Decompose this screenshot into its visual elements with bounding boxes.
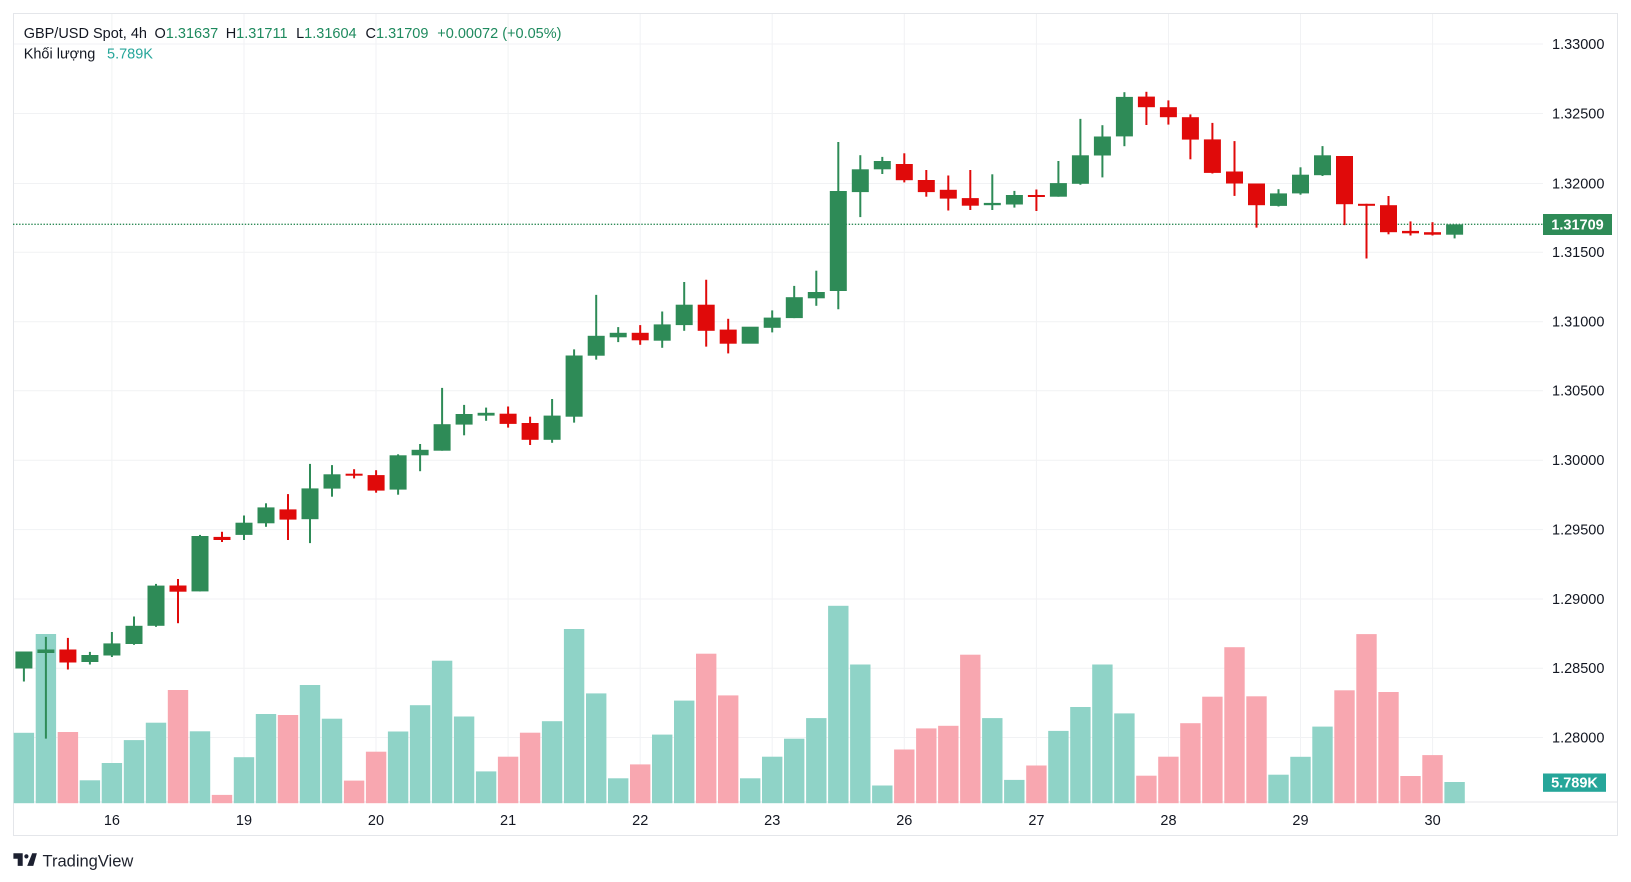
svg-text:22: 22: [632, 813, 648, 829]
svg-text:30: 30: [1425, 813, 1441, 829]
svg-text:C1.31709: C1.31709: [366, 26, 429, 42]
svg-text:16: 16: [104, 813, 120, 829]
svg-text:5.789K: 5.789K: [1551, 776, 1598, 792]
svg-text:1.30500: 1.30500: [1552, 384, 1604, 400]
svg-text:L1.31604: L1.31604: [296, 26, 357, 42]
svg-text:1.32000: 1.32000: [1552, 176, 1604, 192]
svg-text:26: 26: [896, 813, 912, 829]
svg-text:TradingView: TradingView: [43, 853, 134, 871]
svg-text:20: 20: [368, 813, 384, 829]
svg-text:O1.31637: O1.31637: [155, 26, 219, 42]
svg-text:29: 29: [1292, 813, 1308, 829]
svg-text:H1.31711: H1.31711: [226, 26, 288, 42]
svg-text:1.29000: 1.29000: [1552, 592, 1604, 608]
svg-text:27: 27: [1028, 813, 1044, 829]
svg-text:1.28500: 1.28500: [1552, 661, 1604, 677]
svg-text:1.28000: 1.28000: [1552, 730, 1604, 746]
svg-text:+0.00072 (+0.05%): +0.00072 (+0.05%): [437, 26, 561, 42]
svg-text:23: 23: [764, 813, 780, 829]
svg-text:21: 21: [500, 813, 516, 829]
svg-text:1.29500: 1.29500: [1552, 523, 1604, 539]
svg-text:GBP/USD Spot, 4h: GBP/USD Spot, 4h: [24, 26, 147, 42]
svg-text:1.33000: 1.33000: [1552, 37, 1604, 53]
svg-text:1.32500: 1.32500: [1552, 106, 1604, 122]
svg-text:1.31709: 1.31709: [1551, 217, 1603, 233]
svg-text:19: 19: [236, 813, 252, 829]
svg-text:1.31000: 1.31000: [1552, 315, 1604, 331]
svg-text:1.31500: 1.31500: [1552, 245, 1604, 261]
svg-text:Khối lượng: Khối lượng: [24, 47, 96, 63]
svg-text:28: 28: [1160, 813, 1176, 829]
svg-text:1.30000: 1.30000: [1552, 453, 1604, 469]
svg-text:5.789K: 5.789K: [107, 47, 153, 63]
